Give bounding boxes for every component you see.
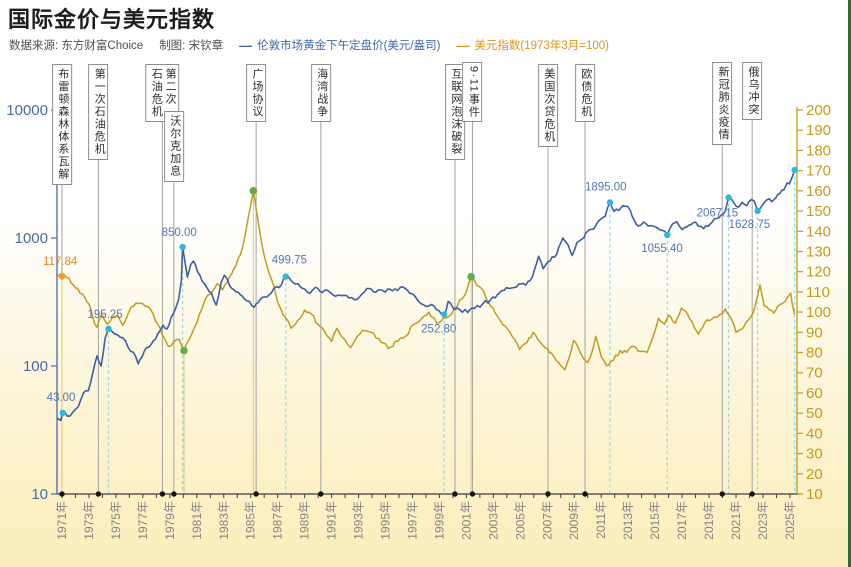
- y-right-tick-label: 140: [806, 223, 831, 240]
- y-left-tick-label: 10000: [6, 102, 48, 119]
- legend-gold-price: — 伦敦市场黄金下午定盘价(美元/盎司): [239, 37, 440, 53]
- x-tick-label: 1995年: [379, 501, 393, 540]
- y-right-tick-label: 190: [806, 122, 831, 139]
- cyan-marker-dot: [282, 273, 289, 280]
- x-tick-label: 2007年: [540, 501, 554, 540]
- y-right-tick-label: 110: [806, 284, 830, 301]
- y-right-tick-label: 200: [806, 102, 831, 119]
- y-right-tick-label: 30: [806, 446, 823, 463]
- x-tick-label: 2011年: [594, 501, 608, 539]
- x-tick-label: 1993年: [352, 501, 366, 540]
- cyan-marker-dot: [440, 311, 448, 318]
- y-right-tick-label: 180: [806, 142, 831, 159]
- legend-line-blue-icon: —: [239, 37, 253, 53]
- x-tick-label: 1977年: [136, 501, 150, 540]
- y-right-tick-label: 170: [806, 163, 831, 180]
- page-title: 国际金价与美元指数: [8, 7, 216, 32]
- y-right-tick-label: 70: [806, 365, 823, 382]
- x-tick-label: 1997年: [405, 501, 419, 540]
- y-left-tick-label: 10: [31, 486, 48, 503]
- y-right-tick-label: 160: [806, 183, 831, 200]
- gold-value-label: 1628.75: [729, 219, 771, 231]
- x-tick-label: 2021年: [729, 501, 743, 540]
- marker-guide-lines: [61, 169, 796, 493]
- y-right-tick-label: 60: [806, 385, 823, 402]
- green-marker-dot: [467, 272, 475, 281]
- x-tick-label: 2003年: [486, 501, 500, 540]
- data-source-label: 数据来源: 东方财富Choice: [9, 40, 144, 52]
- cyan-marker-dot: [725, 194, 732, 201]
- y-right-tick-label: 80: [806, 345, 823, 362]
- gold-value-label: 1055.40: [641, 243, 683, 255]
- y-left-tick-label: 1000: [15, 230, 48, 247]
- axes: 1971年 1973年 1975年 1977年 1979年 1981年 1983年 1985年…: [6, 100, 831, 540]
- gold-value-label: 195.25: [88, 309, 123, 321]
- green-marker-dot: [180, 346, 188, 355]
- y-right-tick-label: 150: [806, 203, 831, 220]
- cyan-marker-dot: [791, 166, 798, 174]
- x-tick-label: 2019年: [702, 501, 716, 540]
- cyan-marker-dot: [664, 231, 671, 239]
- cyan-marker-dot: [179, 243, 186, 251]
- author-label: 制图: 宋钦章: [159, 40, 224, 52]
- cyan-marker-dot: [606, 199, 614, 206]
- x-tick-label: 2017年: [675, 501, 689, 540]
- x-tick-label: 2001年: [459, 501, 473, 540]
- green-marker-dot: [249, 187, 258, 195]
- x-tick-label: 2025年: [783, 501, 797, 540]
- gold-value-label: 499.75: [272, 255, 307, 267]
- x-tick-label: 1973年: [82, 501, 96, 540]
- y-right-tick-label: 90: [806, 324, 823, 341]
- cyan-marker-dot: [754, 207, 761, 215]
- x-tick-label: 1987年: [271, 501, 285, 540]
- x-tick-label: 1991年: [325, 501, 339, 540]
- event-baseline-dots: [59, 491, 755, 497]
- gold-value-label: 2067.15: [697, 208, 739, 220]
- gold-value-label: 850.00: [162, 227, 197, 239]
- marker-dots: 117.84 43.00 195.25 850.00 499.75 252.80 1895.…: [43, 166, 798, 417]
- usd-index-line: [56, 190, 796, 371]
- y-right-tick-label: 50: [806, 405, 823, 422]
- cyan-marker-dot: [105, 325, 112, 333]
- right-green-border: [848, 0, 851, 567]
- usd-value-label: 117.84: [43, 256, 78, 268]
- legend-line-gold-icon: —: [456, 37, 470, 53]
- event-lines: [61, 64, 753, 494]
- x-tick-label: 1975年: [109, 501, 123, 540]
- x-tick-label: 1989年: [298, 501, 312, 540]
- x-tick-label: 2005年: [513, 501, 527, 540]
- x-tick-label: 2023年: [756, 501, 770, 540]
- y-right-tick-label: 100: [806, 304, 831, 321]
- x-tick-label: 2013年: [621, 501, 635, 540]
- x-tick-label: 1981年: [190, 501, 204, 540]
- gold-price-line: [56, 169, 796, 422]
- cyan-marker-dot: [59, 409, 66, 417]
- y-right-tick-label: 20: [806, 466, 823, 483]
- legend-usd-index-label: 美元指数(1973年3月=100): [474, 40, 609, 52]
- gold-value-label: 1895.00: [585, 181, 627, 193]
- x-tick-label: 2009年: [567, 501, 581, 540]
- x-tick-label: 1999年: [432, 501, 446, 540]
- y-left-tick-label: 100: [23, 358, 48, 375]
- x-tick-label: 1983年: [217, 501, 231, 540]
- y-right-tick-label: 130: [806, 243, 831, 260]
- y-right-tick-label: 10: [806, 486, 823, 503]
- x-tick-label: 1985年: [244, 501, 258, 540]
- x-tick-label: 1979年: [163, 501, 177, 540]
- x-tick-label: 1971年: [55, 501, 69, 540]
- gold-value-label: 43.00: [47, 392, 76, 404]
- orange-marker-dot: [58, 272, 66, 280]
- legend-gold-price-label: 伦敦市场黄金下午定盘价(美元/盎司): [257, 40, 441, 52]
- y-right-tick-label: 40: [806, 425, 823, 442]
- y-right-tick-label: 120: [806, 264, 831, 281]
- meta-row: 数据来源: 东方财富Choice 制图: 宋钦章 — 伦敦市场黄金下午定盘价(美…: [9, 37, 609, 53]
- gold-value-label: 252.80: [421, 323, 456, 335]
- x-tick-label: 2015年: [648, 501, 662, 540]
- legend-usd-index: — 美元指数(1973年3月=100): [456, 37, 609, 53]
